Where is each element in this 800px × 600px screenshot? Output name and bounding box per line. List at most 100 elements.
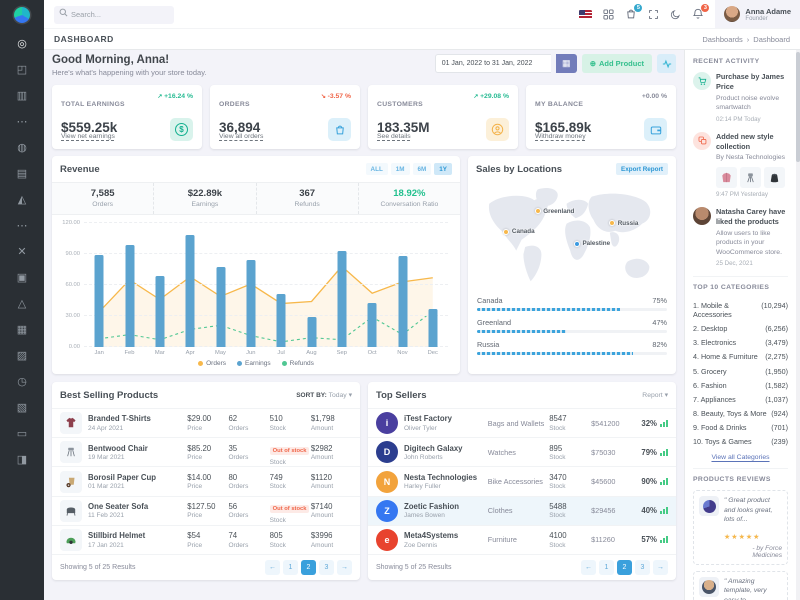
page-2-button[interactable]: 2: [301, 560, 316, 576]
camera-tripod-thumbnail[interactable]: [740, 166, 761, 188]
view-all-orders-link[interactable]: View all orders: [219, 133, 264, 140]
sidebar-authentication-icon[interactable]: ◍: [17, 141, 27, 154]
activity-rail: RECENT ACTIVITY Purchase by James Price …: [684, 50, 796, 600]
category-row[interactable]: 6. Fashion (1,582): [693, 380, 788, 390]
user-menu[interactable]: Anna Adame Founder: [715, 0, 800, 28]
category-row[interactable]: 7. Appliances (1,037): [693, 394, 788, 404]
calendar-button[interactable]: ▦: [555, 54, 577, 73]
fullscreen-button[interactable]: [648, 9, 659, 20]
activity-item[interactable]: Purchase by James Price Product noise ev…: [693, 72, 788, 123]
page-3-button[interactable]: 3: [635, 560, 650, 576]
category-row[interactable]: 3. Electronics (3,479): [693, 338, 788, 348]
app-logo[interactable]: [0, 0, 44, 30]
sidebar-forms-icon[interactable]: ▦: [16, 323, 28, 336]
view-all-categories-link[interactable]: View all Categories: [711, 454, 770, 462]
sidebar-menu-dots-icon: ⋯: [16, 219, 28, 232]
review-card[interactable]: " Amazing template, very easy to... ★★★★…: [693, 570, 788, 600]
sidebar-apps-icon[interactable]: ◰: [16, 63, 28, 76]
category-row[interactable]: 9. Food & Drinks (701): [693, 423, 788, 433]
revenue-legend: Orders Earnings Refunds: [60, 360, 452, 367]
product-row[interactable]: Stillbird Helmet 17 Jan 2021 $54 Price 74 O…: [52, 524, 360, 554]
category-row[interactable]: 8. Beauty, Toys & More (924): [693, 409, 788, 419]
dark-mode-button[interactable]: [670, 9, 681, 20]
report-dropdown[interactable]: Report ▾: [642, 392, 668, 399]
pagination: ← 1 2 3 →: [265, 560, 352, 576]
activity-toggle-button[interactable]: [657, 54, 676, 73]
bag-thumbnail[interactable]: [764, 166, 785, 188]
product-row[interactable]: Bentwood Chair 19 Mar 2021 $85.20 Price 35…: [52, 437, 360, 466]
jacket-thumbnail[interactable]: [716, 166, 737, 188]
notifications-button[interactable]: 3: [692, 4, 710, 20]
seller-logo: i: [376, 412, 398, 435]
top-sellers-row[interactable]: N Nesta Technologies Harley Fuller Bike A…: [368, 466, 676, 495]
view-net-earnings-link[interactable]: View net earnings: [61, 133, 115, 140]
product-row[interactable]: Borosil Paper Cup 01 Mar 2021 $14.00 Price…: [52, 466, 360, 495]
page-scrollbar[interactable]: [796, 50, 800, 600]
range-6m-button[interactable]: 6M: [412, 163, 432, 175]
withdraw-money-link[interactable]: Withdraw money: [535, 133, 586, 140]
sidebar-charts-icon[interactable]: ◷: [17, 375, 27, 388]
page-3-button[interactable]: 3: [319, 560, 334, 576]
map-marker-greenland[interactable]: Greenland: [534, 208, 574, 215]
next-page-button[interactable]: →: [653, 560, 668, 576]
revenue-title: Revenue: [60, 163, 100, 175]
page-1-button[interactable]: 1: [283, 560, 298, 576]
range-1m-button[interactable]: 1M: [390, 163, 410, 175]
revenue-lines: [98, 265, 434, 347]
sidebar-icons-icon[interactable]: ▧: [16, 401, 28, 414]
date-range-input[interactable]: [434, 54, 551, 73]
add-product-button[interactable]: ⊕ Add Product: [581, 54, 652, 73]
category-row[interactable]: 1. Mobile & Accessories (10,294): [693, 300, 788, 319]
stat-card-my-balance: MY BALANCE +0.00 % $165.89k Withdraw mon…: [526, 85, 676, 149]
category-row[interactable]: 4. Home & Furniture (2,275): [693, 352, 788, 362]
category-row[interactable]: 2. Desktop (6,256): [693, 323, 788, 333]
map-marker-canada[interactable]: Canada: [503, 228, 535, 235]
prev-page-button[interactable]: ←: [581, 560, 596, 576]
activity-item[interactable]: Added new style collection By Nesta Tech…: [693, 131, 788, 198]
top-sellers-row[interactable]: D Digitech Galaxy John Roberts Watches 89…: [368, 437, 676, 466]
mini-chart-icon: [659, 419, 668, 427]
sidebar-advance-ui-icon[interactable]: ▣: [16, 271, 28, 284]
world-map[interactable]: Greenland Canada Russia Palestine: [474, 184, 670, 292]
sidebar-dashboards-icon[interactable]: ◎: [17, 37, 27, 50]
prev-page-button[interactable]: ←: [265, 560, 280, 576]
sidebar-widgets-icon[interactable]: △: [17, 297, 27, 310]
range-1y-button[interactable]: 1Y: [434, 163, 452, 175]
sort-by-dropdown[interactable]: SORT BY: Today ▾: [296, 392, 352, 399]
category-row[interactable]: 5. Grocery (1,950): [693, 366, 788, 376]
shopping-bag-icon: [627, 9, 636, 19]
sidebar-tables-icon[interactable]: ▨: [16, 349, 28, 362]
breadcrumb-parent[interactable]: Dashboards: [702, 34, 743, 44]
app-sidebar: ◎ ◰ ▥ ⋯ ◍ ▤ ◭ ⋯ ✕ ▣ △ ▦ ▨ ◷ ▧ ▭ ◨: [0, 0, 44, 600]
page-2-button[interactable]: 2: [617, 560, 632, 576]
sidebar-layouts-icon[interactable]: ▥: [16, 89, 28, 102]
cart-button[interactable]: 5: [625, 4, 643, 20]
stat-label: MY BALANCE: [535, 101, 584, 108]
top-sellers-row[interactable]: Z Zoetic Fashion James Bowen Clothes 5488…: [368, 495, 676, 525]
search-input[interactable]: [54, 5, 174, 24]
revenue-panel: Revenue ALL 1M 6M 1Y 7,585 Orders $22.89k…: [52, 156, 460, 374]
top-sellers-row[interactable]: e Meta4Systems Zoe Dennis Furniture 4100 S…: [368, 524, 676, 554]
sidebar-landing-icon[interactable]: ◭: [17, 193, 27, 206]
page-1-button[interactable]: 1: [599, 560, 614, 576]
sidebar-pages-icon[interactable]: ▤: [16, 167, 28, 180]
apps-grid-button[interactable]: [603, 8, 614, 20]
map-marker-russia[interactable]: Russia: [609, 220, 638, 227]
language-flag-button[interactable]: [579, 9, 593, 19]
top-sellers-row[interactable]: i iTest Factory Oliver Tyler Bags and Wal…: [368, 408, 676, 437]
product-row[interactable]: Branded T-Shirts 24 Apr 2021 $29.00 Price …: [52, 408, 360, 437]
range-all-button[interactable]: ALL: [365, 163, 388, 175]
map-marker-palestine[interactable]: Palestine: [573, 240, 610, 247]
activity-item[interactable]: Natasha Carey have liked the products Al…: [693, 206, 788, 267]
apps-grid-icon: [603, 8, 614, 20]
see-details-link[interactable]: See details: [377, 133, 411, 140]
review-card[interactable]: " Great product and looks great, lots of…: [693, 490, 788, 565]
sidebar-multilevel-icon[interactable]: ◨: [16, 453, 28, 466]
category-row[interactable]: 10. Toys & Games (239): [693, 437, 788, 447]
next-page-button[interactable]: →: [337, 560, 352, 576]
export-report-button[interactable]: Export Report: [616, 163, 668, 175]
product-row[interactable]: One Seater Sofa 11 Feb 2021 $127.50 Price …: [52, 495, 360, 525]
sidebar-base-ui-icon[interactable]: ✕: [17, 245, 27, 258]
sidebar-maps-icon[interactable]: ▭: [16, 427, 28, 440]
stat-value: $559.25k: [61, 120, 118, 135]
